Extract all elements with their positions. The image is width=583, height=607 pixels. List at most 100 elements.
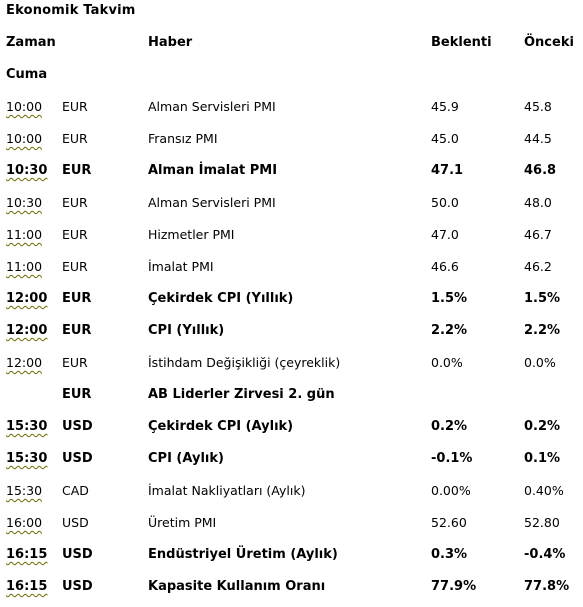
event-currency: EUR: [62, 323, 92, 338]
table-row: 10:00 EUR Fransız PMI 45.0 44.5: [0, 130, 583, 148]
event-previous: 0.0%: [524, 355, 556, 370]
page-title: Ekonomik Takvim: [6, 3, 136, 18]
event-expected: 52.60: [431, 515, 467, 530]
event-news: İmalat Nakliyatları (Aylık): [148, 483, 306, 498]
event-time: 10:30: [6, 194, 42, 212]
event-time-text: 12:00: [6, 355, 43, 370]
table-row: 10:30 EUR Alman Servisleri PMI 50.0 48.0: [0, 194, 583, 212]
event-previous: 0.40%: [524, 483, 564, 498]
event-time: 10:30: [6, 162, 47, 180]
event-expected: -0.1%: [431, 451, 473, 466]
event-time: 12:00: [6, 290, 47, 308]
event-expected: 0.2%: [431, 419, 468, 434]
event-previous: 44.5: [524, 131, 552, 146]
event-currency: EUR: [62, 355, 88, 370]
event-news: CPI (Aylık): [148, 451, 224, 466]
event-time-text: 12:00: [6, 291, 48, 306]
event-expected: 2.2%: [431, 323, 468, 338]
table-row: 16:15 USD Endüstriyel Üretim (Aylık) 0.3% -0…: [0, 546, 583, 564]
table-row: 11:00 EUR Hizmetler PMI 47.0 46.7: [0, 226, 583, 244]
event-news: AB Liderler Zirvesi 2. gün: [148, 387, 335, 402]
event-time: 11:00: [6, 258, 42, 276]
event-news: Üretim PMI: [148, 515, 217, 530]
table-row: 15:30 USD Çekirdek CPI (Aylık) 0.2% 0.2%: [0, 418, 583, 436]
event-previous: 0.1%: [524, 451, 561, 466]
event-news: Alman Servisleri PMI: [148, 99, 276, 114]
event-time: 15:30: [6, 482, 42, 500]
event-time-text: 15:30: [6, 451, 48, 466]
event-currency: USD: [62, 451, 93, 466]
event-expected: 0.00%: [431, 483, 471, 498]
table-header: Zaman Haber Beklenti Önceki: [0, 34, 583, 52]
event-previous: 77.8%: [524, 579, 570, 594]
day-label: Cuma: [6, 67, 48, 82]
event-time-text: 15:30: [6, 419, 48, 434]
header-news: Haber: [148, 35, 193, 50]
table-row: EUR AB Liderler Zirvesi 2. gün: [0, 386, 583, 404]
event-previous: 46.2: [524, 259, 552, 274]
event-news: Çekirdek CPI (Yıllık): [148, 291, 294, 306]
event-time: 15:30: [6, 418, 47, 436]
event-expected: 0.0%: [431, 355, 463, 370]
day-label-row: Cuma: [0, 66, 583, 84]
event-time: 11:00: [6, 226, 42, 244]
table-row: 10:00 EUR Alman Servisleri PMI 45.9 45.8: [0, 98, 583, 116]
event-news: CPI (Yıllık): [148, 323, 225, 338]
event-expected: 0.3%: [431, 547, 468, 562]
event-time-text: 16:15: [6, 547, 48, 562]
event-time-text: 10:30: [6, 195, 43, 210]
event-expected: 50.0: [431, 195, 459, 210]
event-currency: USD: [62, 419, 93, 434]
table-row: 12:00 EUR Çekirdek CPI (Yıllık) 1.5% 1.5%: [0, 290, 583, 308]
event-time: 12:00: [6, 354, 42, 372]
event-currency: USD: [62, 579, 93, 594]
event-currency: EUR: [62, 227, 88, 242]
event-time: 16:15: [6, 546, 47, 564]
event-previous: 46.8: [524, 163, 557, 178]
event-time: 16:15: [6, 578, 47, 596]
header-time: Zaman: [6, 35, 56, 50]
event-time-text: 10:00: [6, 99, 43, 114]
event-news: Endüstriyel Üretim (Aylık): [148, 547, 338, 562]
event-previous: -0.4%: [524, 547, 566, 562]
event-time: 16:00: [6, 514, 42, 532]
event-time-text: 11:00: [6, 259, 43, 274]
event-time: 15:30: [6, 450, 47, 468]
event-previous: 46.7: [524, 227, 552, 242]
event-expected: 47.1: [431, 163, 464, 178]
table-row: 10:30 EUR Alman İmalat PMI 47.1 46.8: [0, 162, 583, 180]
table-row: 15:30 USD CPI (Aylık) -0.1% 0.1%: [0, 450, 583, 468]
event-previous: 45.8: [524, 99, 552, 114]
event-currency: EUR: [62, 163, 92, 178]
event-currency: EUR: [62, 259, 88, 274]
table-row: 16:15 USD Kapasite Kullanım Oranı 77.9% 77.8…: [0, 578, 583, 596]
event-news: Çekirdek CPI (Aylık): [148, 419, 294, 434]
event-previous: 2.2%: [524, 323, 561, 338]
event-expected: 77.9%: [431, 579, 477, 594]
event-time-text: 10:00: [6, 131, 43, 146]
event-news: Fransız PMI: [148, 131, 218, 146]
event-expected: 46.6: [431, 259, 459, 274]
event-time-text: 16:00: [6, 515, 43, 530]
event-previous: 1.5%: [524, 291, 561, 306]
event-news: Alman Servisleri PMI: [148, 195, 276, 210]
event-currency: EUR: [62, 195, 88, 210]
event-currency: USD: [62, 547, 93, 562]
event-time-text: 10:30: [6, 163, 48, 178]
table-row: 15:30 CAD İmalat Nakliyatları (Aylık) 0.00%…: [0, 482, 583, 500]
event-news: Hizmetler PMI: [148, 227, 235, 242]
event-expected: 45.9: [431, 99, 459, 114]
event-news: Alman İmalat PMI: [148, 163, 278, 178]
event-time-text: 11:00: [6, 227, 43, 242]
event-currency: EUR: [62, 131, 88, 146]
event-currency: USD: [62, 515, 89, 530]
event-news: İmalat PMI: [148, 259, 214, 274]
event-previous: 48.0: [524, 195, 552, 210]
event-news: Kapasite Kullanım Oranı: [148, 579, 326, 594]
header-previous: Önceki: [524, 35, 574, 50]
event-expected: 45.0: [431, 131, 459, 146]
event-previous: 52.80: [524, 515, 560, 530]
event-currency: CAD: [62, 483, 89, 498]
table-row: 12:00 EUR İstihdam Değişikliği (çeyreklik)…: [0, 354, 583, 372]
event-expected: 1.5%: [431, 291, 468, 306]
